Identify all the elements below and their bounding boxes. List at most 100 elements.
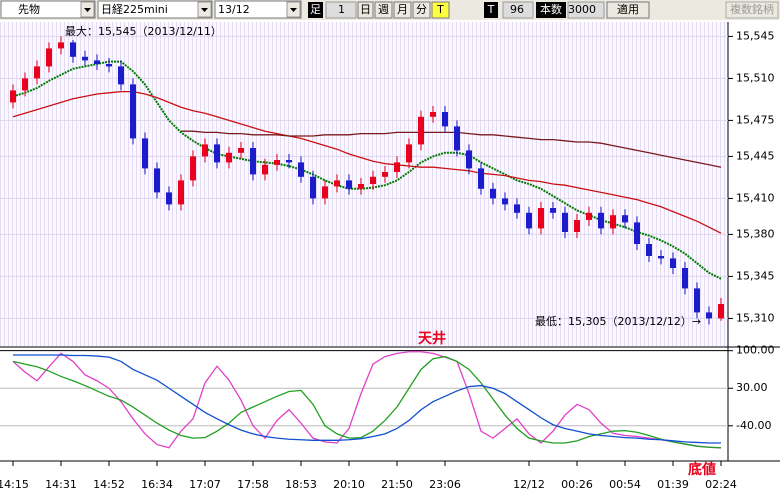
top-annotation: 天井 [418, 330, 446, 347]
count-value-input[interactable]: 3000 [567, 1, 605, 19]
series-line [12, 351, 722, 449]
candle-body [58, 42, 64, 49]
candle-body [178, 180, 184, 205]
candle-body [526, 212, 532, 229]
multi-button[interactable]: 複数銘柄 [725, 1, 779, 19]
candle-body [394, 162, 400, 172]
x-tick-label: 14:52 [93, 478, 125, 491]
candle-body [514, 204, 520, 213]
instrument-dropdown[interactable]: 日経225mini [97, 0, 213, 19]
tick-value: 96 [510, 3, 524, 16]
candle-body [310, 176, 316, 199]
candle-body [478, 168, 484, 189]
candle-body [106, 64, 112, 67]
candle-body [82, 56, 88, 61]
candle-body [166, 192, 172, 205]
symbol-dropdown[interactable]: 先物 [0, 0, 96, 19]
series-line [13, 354, 721, 444]
bar-label: 足 [310, 3, 321, 16]
week-button[interactable]: 週 [374, 1, 393, 19]
tick-label-bg [484, 2, 498, 18]
bottom-annotation: 底値 [688, 461, 716, 478]
instrument: 日経225mini [101, 3, 168, 16]
candle-body [250, 148, 256, 175]
count-value: 3000 [568, 3, 596, 16]
x-tick-label: 21:50 [381, 478, 413, 491]
y-tick-label: 15,345 [736, 269, 775, 282]
contract: 13/12 [218, 3, 250, 16]
multi: 複数銘柄 [730, 2, 774, 16]
y-tick-label: 15,475 [736, 113, 775, 126]
count-label-bg [536, 2, 566, 18]
candle-body [598, 212, 604, 229]
candle-body [10, 90, 16, 103]
x-tick-label: 14:31 [45, 478, 77, 491]
candle-body [358, 184, 364, 189]
x-tick-label: 16:34 [141, 478, 173, 491]
tick: T [436, 3, 444, 16]
candle-body [610, 215, 616, 229]
tick-value-input[interactable]: 96 [502, 1, 534, 19]
x-tick-label: 02:24 [705, 478, 737, 491]
candle-body [154, 168, 160, 193]
day-button[interactable]: 日 [357, 1, 374, 19]
candle-body [226, 152, 232, 163]
x-tick-label: 20:10 [333, 478, 365, 491]
y-tick-label: 15,445 [736, 149, 775, 162]
bar-label-bg [308, 2, 323, 18]
candle-body [430, 112, 436, 117]
candle-body [502, 198, 508, 205]
count-label: 本数 [540, 2, 562, 16]
y-tick-label: -40.00 [736, 419, 771, 432]
candle-body [142, 138, 148, 169]
candle-body [454, 126, 460, 151]
x-tick-label: 12/12 [513, 478, 545, 491]
tick-label: T [487, 3, 495, 16]
x-tick-label: 01:39 [657, 478, 689, 491]
minute: 分 [416, 3, 427, 16]
tick-button[interactable]: T [431, 1, 450, 19]
candle-body [682, 268, 688, 289]
candle-body [286, 160, 292, 163]
bar-count-input[interactable]: 1 [325, 1, 357, 19]
candle-body [322, 186, 328, 199]
y-tick-label: 15,410 [736, 191, 775, 204]
candle-body [382, 172, 388, 177]
y-tick-label: 30.00 [736, 381, 768, 394]
candle-body [658, 256, 664, 259]
candle-body [94, 60, 100, 64]
month-button[interactable]: 月 [393, 1, 412, 19]
candle-body [418, 116, 424, 145]
candle-body [346, 180, 352, 189]
minute-button[interactable]: 分 [412, 1, 431, 19]
bar-count: 1 [338, 3, 345, 16]
candle-body [214, 144, 220, 163]
candle-body [274, 160, 280, 165]
candle-body [706, 312, 712, 319]
candle-body [334, 180, 340, 187]
y-tick-label: 15,545 [736, 29, 775, 42]
candle-body [646, 244, 652, 256]
week: 週 [378, 3, 389, 16]
candle-body [442, 112, 448, 127]
oscillator-panel [0, 348, 728, 460]
series-line [12, 355, 722, 449]
candle-body [490, 188, 496, 199]
x-tick-label: 23:06 [429, 478, 461, 491]
candle-body [586, 212, 592, 220]
candle-body [622, 215, 628, 223]
day: 日 [360, 3, 371, 16]
symbol: 先物 [18, 2, 40, 16]
month: 月 [397, 3, 408, 16]
candle-body [370, 176, 376, 184]
x-tick-label: 00:26 [561, 478, 593, 491]
contract-dropdown[interactable]: 13/12 [214, 0, 302, 19]
candle-body [190, 156, 196, 181]
y-tick-label: 15,380 [736, 227, 775, 240]
apply-button[interactable]: 適用 [606, 1, 650, 19]
x-tick-label: 14:15 [0, 478, 29, 491]
candle-body [466, 150, 472, 169]
candle-body [22, 78, 28, 91]
candle-body [70, 42, 76, 57]
x-tick-label: 00:54 [609, 478, 641, 491]
